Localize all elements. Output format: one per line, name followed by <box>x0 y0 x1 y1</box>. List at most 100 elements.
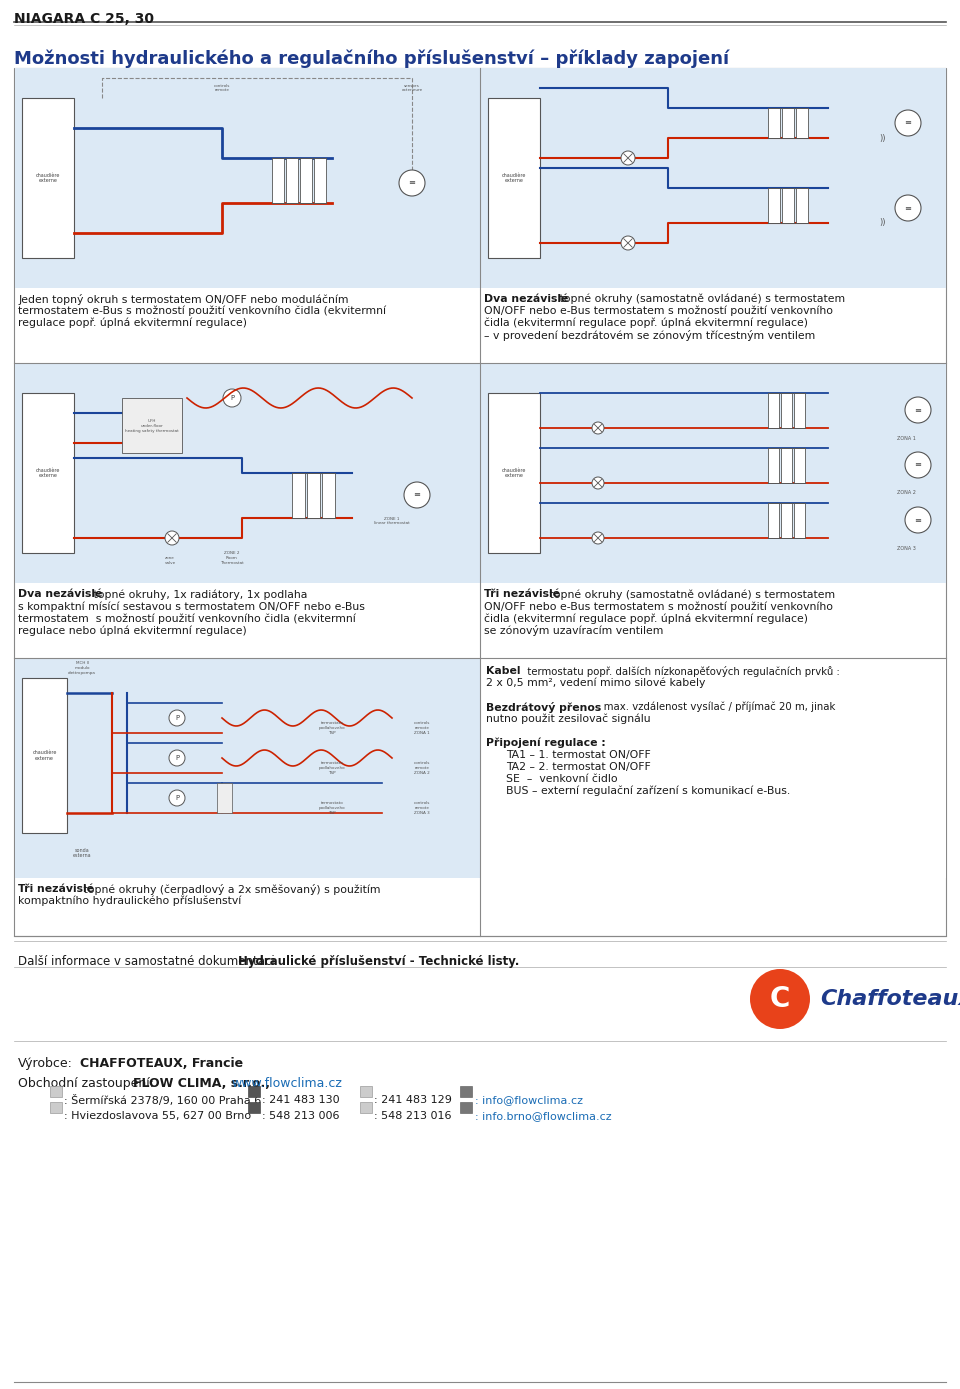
Text: Hydraulické příslušenství - Technické listy.: Hydraulické příslušenství - Technické li… <box>238 956 519 968</box>
Text: P: P <box>175 756 180 761</box>
Text: : 548 213 006: : 548 213 006 <box>262 1111 340 1121</box>
Text: ZONE 1
linear thermostat: ZONE 1 linear thermostat <box>374 517 410 525</box>
Text: ≡: ≡ <box>915 515 922 525</box>
Text: controls
remote: controls remote <box>214 83 230 92</box>
Circle shape <box>621 151 635 165</box>
Text: CHAFFOTEAUX, Francie: CHAFFOTEAUX, Francie <box>80 1057 243 1070</box>
Text: chaudière
externe: chaudière externe <box>36 172 60 183</box>
Text: topné okruhy (čerpadlový a 2x směšovaný) s použitím: topné okruhy (čerpadlový a 2x směšovaný)… <box>80 883 380 895</box>
Bar <box>481 658 946 878</box>
Text: TA1 – 1. termostat ON/OFF: TA1 – 1. termostat ON/OFF <box>506 750 651 760</box>
Text: chaudière
externe: chaudière externe <box>36 468 60 478</box>
Text: s kompaktní mísící sestavou s termostatem ON/OFF nebo e-Bus: s kompaktní mísící sestavou s termostate… <box>18 601 365 611</box>
Bar <box>22 99 74 258</box>
Text: ≡: ≡ <box>904 118 911 128</box>
Text: C: C <box>770 985 790 1013</box>
Bar <box>768 108 780 138</box>
Bar <box>768 503 779 538</box>
Text: Výrobce:: Výrobce: <box>18 1057 73 1070</box>
Bar <box>488 99 540 258</box>
Text: Připojení regulace :: Připojení regulace : <box>486 738 606 749</box>
Text: Dva nezávislé: Dva nezávislé <box>484 294 568 304</box>
Bar <box>794 393 805 428</box>
Text: chaudière
externe: chaudière externe <box>502 468 526 478</box>
Bar <box>22 678 67 833</box>
Text: P: P <box>175 795 180 801</box>
Bar <box>307 474 320 518</box>
Bar <box>460 1086 472 1097</box>
Circle shape <box>750 970 810 1029</box>
Text: ≡: ≡ <box>409 179 416 188</box>
Text: nutno použit zesilovač signálu: nutno použit zesilovač signálu <box>486 714 651 725</box>
Circle shape <box>404 482 430 508</box>
Text: kompaktního hydraulického příslušenství: kompaktního hydraulického příslušenství <box>18 896 241 907</box>
Bar <box>14 68 946 936</box>
Text: Obchodní zastoupení:: Obchodní zastoupení: <box>18 1076 154 1090</box>
Bar <box>794 503 805 538</box>
Bar <box>782 108 794 138</box>
Text: ≡: ≡ <box>915 406 922 414</box>
Bar <box>22 393 74 553</box>
Text: termostato
podlahoveho
TSP: termostato podlahoveho TSP <box>319 801 346 814</box>
Circle shape <box>169 750 185 765</box>
Bar <box>300 158 312 203</box>
Text: NIAGARA C 25, 30: NIAGARA C 25, 30 <box>14 13 154 26</box>
Text: Tři nezávislé: Tři nezávislé <box>484 589 560 599</box>
Bar <box>794 449 805 483</box>
Bar <box>481 68 946 288</box>
Bar <box>360 1101 372 1113</box>
Bar <box>781 503 792 538</box>
Bar <box>322 474 335 518</box>
Text: termostatu popř. dalších nízkonapěťových regulačních prvků :: termostatu popř. dalších nízkonapěťových… <box>524 665 840 676</box>
Bar <box>796 108 808 138</box>
Text: ON/OFF nebo e-Bus termostatem s možností použití venkovního: ON/OFF nebo e-Bus termostatem s možností… <box>484 601 833 611</box>
Text: MCH II
modulo
elettropompa: MCH II modulo elettropompa <box>68 661 96 675</box>
Text: topné okruhy (samostatně ovládané) s termostatem: topné okruhy (samostatně ovládané) s ter… <box>556 294 845 304</box>
Text: Kabel: Kabel <box>486 665 520 676</box>
Bar <box>272 158 284 203</box>
Circle shape <box>621 236 635 250</box>
Bar <box>15 658 480 878</box>
Text: čidla (ekvitermní regulace popř. úplná ekvitermní regulace): čidla (ekvitermní regulace popř. úplná e… <box>484 613 808 624</box>
Bar <box>481 363 946 583</box>
Text: : max. vzdálenost vysílač / příjímač 20 m, jinak: : max. vzdálenost vysílač / příjímač 20 … <box>594 701 835 713</box>
Text: )): )) <box>879 133 886 143</box>
Text: sensors
exterieure: sensors exterieure <box>401 83 422 92</box>
Text: termostatem e-Bus s možností použití venkovního čidla (ekvitermní: termostatem e-Bus s možností použití ven… <box>18 306 386 317</box>
Text: – v provedení bezdrátovém se zónovým třícestným ventilem: – v provedení bezdrátovém se zónovým tří… <box>484 331 815 342</box>
Circle shape <box>592 532 604 544</box>
Text: sonda
esterna: sonda esterna <box>73 847 91 858</box>
Circle shape <box>905 507 931 533</box>
Text: SE  –  venkovní čidlo: SE – venkovní čidlo <box>506 774 617 783</box>
Bar <box>360 1086 372 1097</box>
Text: P: P <box>230 394 234 401</box>
Text: ZONE 2
Room
Thermostat: ZONE 2 Room Thermostat <box>220 551 244 564</box>
Text: www.flowclima.cz: www.flowclima.cz <box>231 1076 342 1090</box>
Text: P: P <box>175 715 180 721</box>
Text: chaudière
externe: chaudière externe <box>33 750 57 761</box>
Text: Další informace v samostatné dokumentaci: Další informace v samostatné dokumentaci <box>18 956 278 968</box>
Bar <box>782 188 794 224</box>
Text: se zónovým uzavíracím ventilem: se zónovým uzavíracím ventilem <box>484 625 663 636</box>
Bar <box>768 393 779 428</box>
Bar <box>314 158 326 203</box>
Text: ≡: ≡ <box>904 204 911 213</box>
Text: Jeden topný okruh s termostatem ON/OFF nebo moduláčním: Jeden topný okruh s termostatem ON/OFF n… <box>18 294 348 306</box>
Text: controls
remote
ZONA 3: controls remote ZONA 3 <box>414 801 430 814</box>
Text: UFH
under-floor
heating safety thermostat: UFH under-floor heating safety thermosta… <box>125 419 179 432</box>
Text: ≡: ≡ <box>915 461 922 469</box>
Text: Možnosti hydraulického a regulačního příslušenství – příklady zapojení: Možnosti hydraulického a regulačního pří… <box>14 50 730 68</box>
Text: regulace popř. úplná ekvitermní regulace): regulace popř. úplná ekvitermní regulace… <box>18 318 247 329</box>
Bar <box>292 474 305 518</box>
Bar <box>781 449 792 483</box>
Text: TA2 – 2. termostat ON/OFF: TA2 – 2. termostat ON/OFF <box>506 763 651 772</box>
Bar <box>768 449 779 483</box>
Circle shape <box>895 110 921 136</box>
Text: )): )) <box>879 218 886 228</box>
Text: termostato
podlahoveho
TSP: termostato podlahoveho TSP <box>319 721 346 735</box>
Circle shape <box>165 531 179 544</box>
Text: ZONA 3: ZONA 3 <box>897 546 916 550</box>
Circle shape <box>905 451 931 478</box>
Circle shape <box>169 790 185 806</box>
Text: controls
remote
ZONA 2: controls remote ZONA 2 <box>414 761 430 775</box>
